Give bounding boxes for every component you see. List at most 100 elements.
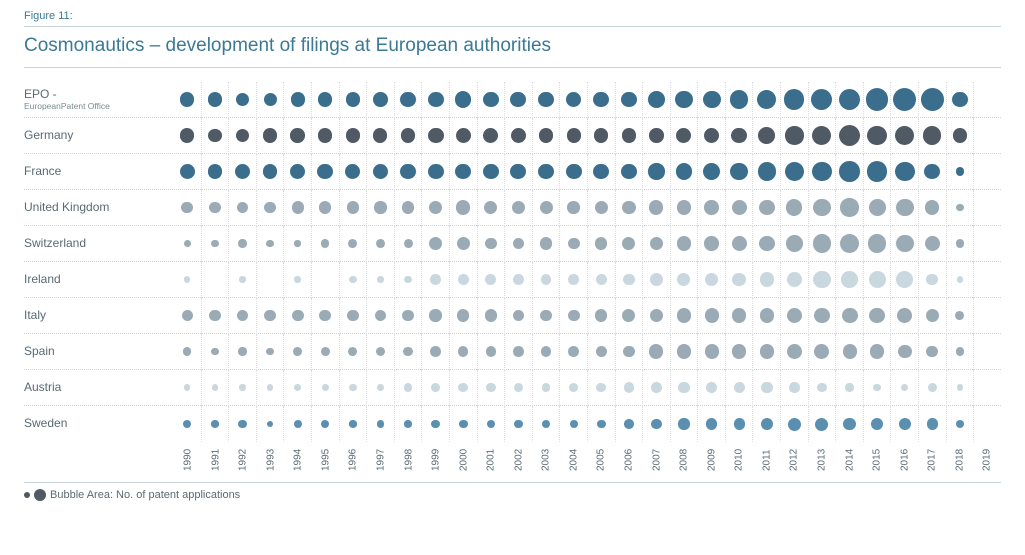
cell [505, 406, 533, 442]
bubble [651, 382, 662, 393]
cell [588, 334, 616, 370]
cell [781, 406, 809, 442]
bubble [484, 201, 497, 214]
bubble [487, 420, 495, 428]
bubble [677, 308, 691, 322]
cell [533, 370, 561, 406]
bubble [290, 128, 304, 142]
cell [891, 118, 919, 154]
bubble [346, 92, 360, 106]
bubble [956, 204, 963, 211]
cell [174, 190, 202, 226]
legend: Bubble Area: No. of patent applications [24, 489, 1001, 501]
cell [560, 406, 588, 442]
cell [974, 154, 1001, 190]
row-cells [174, 190, 1001, 226]
cell [367, 406, 395, 442]
bubble [402, 201, 414, 213]
bubble [292, 310, 304, 322]
bubble [873, 384, 880, 391]
cell [836, 334, 864, 370]
cell [367, 82, 395, 118]
bubble [677, 236, 691, 250]
cell [891, 226, 919, 262]
cell [643, 82, 671, 118]
bubble [208, 164, 222, 178]
cell [478, 118, 506, 154]
cell [257, 406, 285, 442]
cell [340, 82, 368, 118]
year-label: 1996 [339, 444, 367, 476]
cell [947, 82, 975, 118]
cell [809, 262, 837, 298]
bubble [540, 201, 553, 214]
bubble [457, 309, 469, 321]
cell [505, 226, 533, 262]
bubble [596, 346, 607, 357]
year-label: 2004 [560, 444, 588, 476]
bubble [347, 310, 359, 322]
bubble [349, 276, 356, 283]
bubble [593, 92, 609, 108]
bubble [183, 420, 191, 428]
bubble [621, 92, 637, 108]
bubble [957, 276, 963, 282]
cell [450, 298, 478, 334]
cell [533, 82, 561, 118]
row-label: Switzerland [24, 237, 174, 251]
cell [478, 82, 506, 118]
bubble [458, 274, 469, 285]
cell [533, 334, 561, 370]
bubble [957, 384, 963, 390]
cell [781, 334, 809, 370]
cell [809, 406, 837, 442]
cell [174, 226, 202, 262]
row-cells [174, 406, 1001, 442]
cell [505, 82, 533, 118]
bubble [759, 236, 775, 252]
cell [312, 406, 340, 442]
cell [450, 334, 478, 370]
bubble [893, 88, 916, 111]
bubble [703, 91, 721, 109]
year-label: 2018 [946, 444, 974, 476]
cell [257, 226, 285, 262]
cell [919, 406, 947, 442]
bubble [928, 383, 937, 392]
cell [698, 406, 726, 442]
cell [753, 154, 781, 190]
cell [202, 118, 230, 154]
cell [312, 370, 340, 406]
bubble [376, 347, 386, 357]
cell [836, 190, 864, 226]
bubble [400, 92, 415, 107]
cell [753, 262, 781, 298]
cell [864, 298, 892, 334]
bubble [650, 273, 663, 286]
cell [836, 118, 864, 154]
year-label: 2017 [918, 444, 946, 476]
bubble [542, 420, 550, 428]
bubble [677, 344, 691, 358]
bubble [483, 128, 498, 143]
cell [202, 262, 230, 298]
bubble [237, 202, 249, 214]
bubble [897, 308, 912, 323]
bubble [705, 308, 719, 322]
bubble [182, 310, 193, 321]
bubble [458, 346, 469, 357]
bubble [373, 128, 387, 142]
cell [588, 226, 616, 262]
cell [450, 370, 478, 406]
cell [698, 82, 726, 118]
bubble [817, 383, 827, 393]
bubble [236, 129, 250, 143]
bubble [455, 91, 471, 107]
cell [505, 262, 533, 298]
year-label: 2003 [532, 444, 560, 476]
cell [836, 154, 864, 190]
bubble [375, 310, 387, 322]
cell [753, 406, 781, 442]
cell [340, 406, 368, 442]
cell [174, 154, 202, 190]
